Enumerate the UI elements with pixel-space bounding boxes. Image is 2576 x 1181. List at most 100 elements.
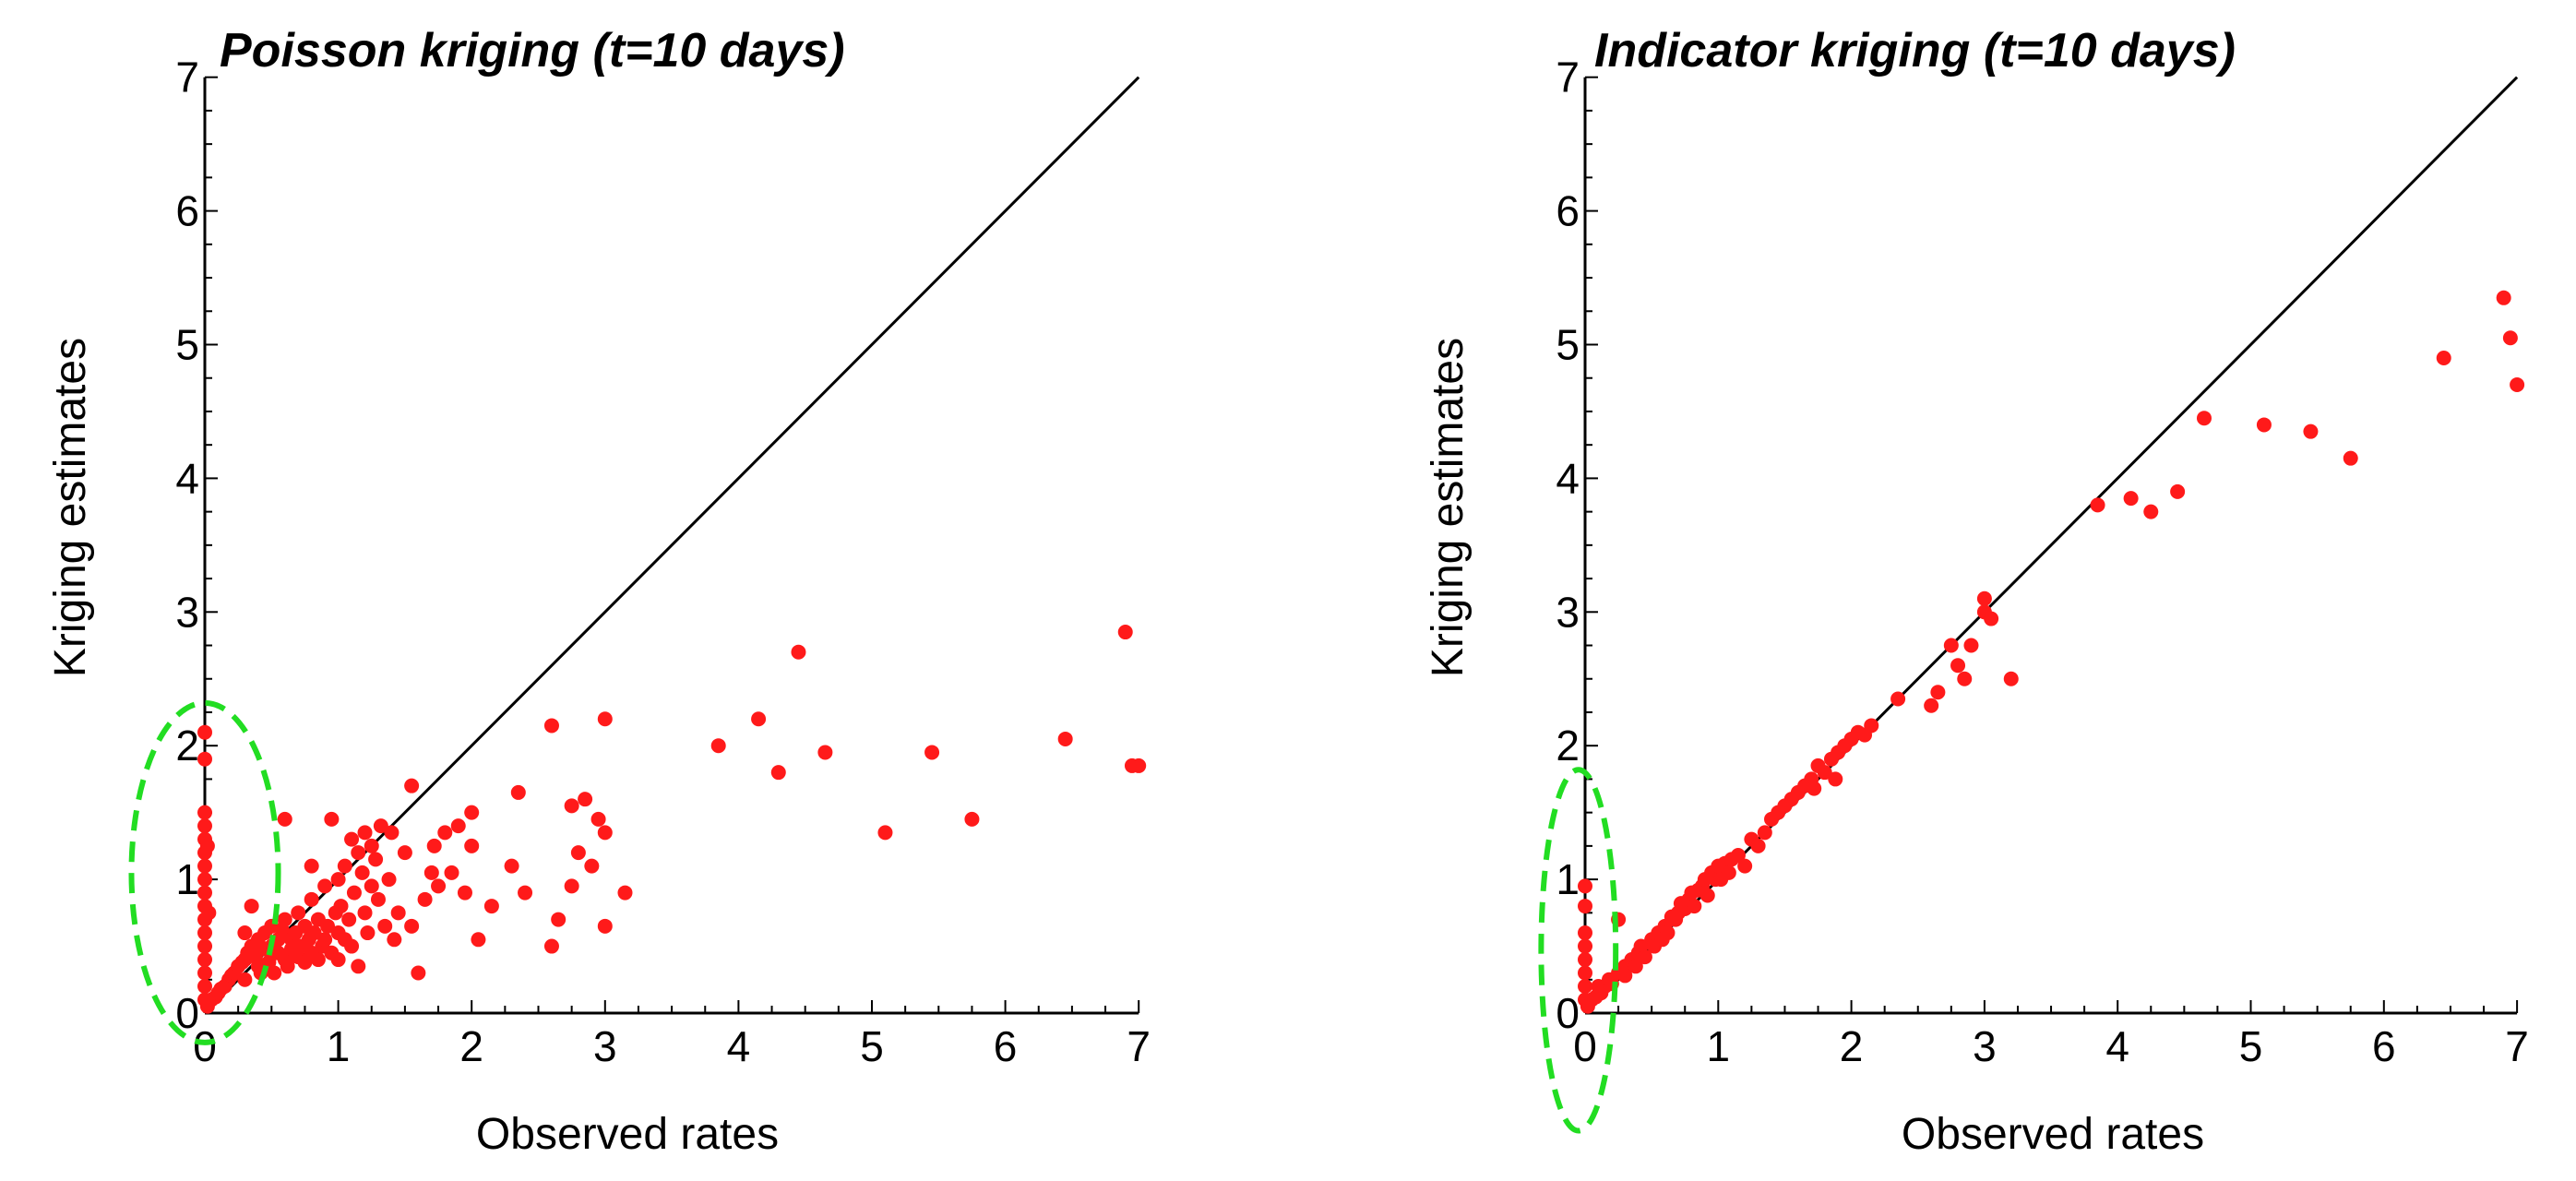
data-point bbox=[197, 979, 212, 995]
data-point bbox=[344, 831, 360, 847]
data-point bbox=[551, 912, 566, 927]
data-point bbox=[457, 885, 472, 901]
x-tick-label: 3 bbox=[1973, 1022, 1997, 1070]
x-tick-label: 6 bbox=[994, 1022, 1018, 1070]
data-point bbox=[710, 738, 726, 754]
y-tick-label: 4 bbox=[1556, 454, 1580, 502]
data-point bbox=[346, 885, 362, 901]
x-tick-label: 2 bbox=[1840, 1022, 1864, 1070]
data-point bbox=[2510, 376, 2525, 392]
data-point bbox=[2170, 483, 2186, 499]
data-point bbox=[464, 838, 480, 853]
data-point bbox=[310, 952, 326, 968]
data-point bbox=[364, 838, 379, 853]
data-point bbox=[357, 905, 373, 921]
data-point bbox=[291, 905, 306, 921]
x-tick-label: 5 bbox=[860, 1022, 884, 1070]
data-point bbox=[578, 792, 593, 807]
data-point bbox=[404, 918, 420, 934]
data-point bbox=[1578, 878, 1592, 894]
data-point bbox=[1578, 965, 1592, 981]
data-point bbox=[411, 965, 426, 981]
data-point bbox=[341, 912, 357, 927]
data-point bbox=[2256, 417, 2272, 433]
data-point bbox=[351, 959, 366, 974]
data-point bbox=[510, 784, 526, 800]
data-point bbox=[197, 885, 212, 901]
y-tick-label: 7 bbox=[175, 54, 199, 101]
data-point bbox=[277, 912, 292, 927]
data-point bbox=[504, 858, 519, 874]
data-point bbox=[2196, 411, 2212, 426]
data-point bbox=[1687, 899, 1702, 914]
data-point bbox=[2003, 671, 2019, 686]
data-point bbox=[1721, 865, 1736, 880]
data-point bbox=[337, 858, 352, 874]
data-point bbox=[1578, 979, 1592, 995]
x-tick-label: 4 bbox=[2105, 1022, 2129, 1070]
data-point bbox=[1578, 899, 1592, 914]
data-point bbox=[2090, 497, 2105, 513]
y-tick-label: 3 bbox=[1556, 588, 1580, 636]
data-point bbox=[417, 891, 433, 907]
plot-area: 0 1 2 3 4 5 6 7 0 1 2 3 4 5 6 7 bbox=[1538, 54, 2529, 1134]
panel-title: Poisson kriging (t=10 days) bbox=[220, 24, 845, 78]
y-tick-label: 6 bbox=[1556, 187, 1580, 235]
data-point bbox=[317, 932, 333, 948]
x-tick-label: 0 bbox=[1573, 1022, 1597, 1070]
data-point bbox=[518, 885, 533, 901]
data-point bbox=[431, 878, 447, 894]
data-point bbox=[1628, 959, 1643, 974]
data-point bbox=[197, 872, 212, 888]
data-point bbox=[450, 818, 466, 834]
data-point bbox=[320, 918, 336, 934]
x-tick-label: 5 bbox=[2239, 1022, 2263, 1070]
data-point bbox=[197, 724, 212, 740]
data-point bbox=[390, 905, 406, 921]
data-point bbox=[324, 811, 340, 827]
y-tick-label: 2 bbox=[1556, 722, 1580, 769]
data-point bbox=[423, 865, 439, 880]
data-point bbox=[1924, 698, 1939, 713]
data-point bbox=[483, 899, 499, 914]
data-point bbox=[564, 878, 579, 894]
panel-poisson-kriging: Poisson kriging (t=10 days) Kriging esti… bbox=[46, 24, 1151, 1159]
data-point bbox=[1890, 691, 1906, 707]
y-tick-label: 5 bbox=[1556, 321, 1580, 369]
panel-indicator-kriging: Indicator kriging (t=10 days) Kriging es… bbox=[1424, 24, 2529, 1159]
data-point bbox=[344, 938, 360, 954]
data-point bbox=[617, 885, 633, 901]
data-point bbox=[1578, 952, 1592, 968]
y-tick-label: 4 bbox=[175, 454, 199, 502]
y-axis-label: Kriging estimates bbox=[1424, 338, 1473, 677]
y-tick-label: 0 bbox=[1556, 989, 1580, 1037]
data-point bbox=[197, 818, 212, 834]
data-point bbox=[377, 918, 393, 934]
data-point bbox=[770, 765, 786, 781]
data-point bbox=[199, 838, 215, 853]
data-point bbox=[1943, 638, 1959, 653]
data-point bbox=[751, 711, 767, 727]
data-point bbox=[364, 878, 379, 894]
data-point bbox=[201, 905, 217, 921]
data-point bbox=[437, 825, 453, 841]
data-point bbox=[1730, 848, 1746, 864]
x-tick-label: 0 bbox=[193, 1022, 217, 1070]
data-point bbox=[197, 925, 212, 941]
data-point bbox=[360, 925, 376, 941]
data-point bbox=[330, 952, 346, 968]
data-point bbox=[280, 959, 295, 974]
x-tick-label: 7 bbox=[2505, 1022, 2529, 1070]
data-point bbox=[304, 891, 319, 907]
data-point bbox=[1578, 925, 1592, 941]
highlight-ellipse bbox=[1538, 767, 1619, 1134]
data-point bbox=[1117, 625, 1133, 640]
data-point bbox=[964, 811, 980, 827]
x-axis-label: Observed rates bbox=[476, 1110, 779, 1159]
data-point bbox=[543, 718, 559, 734]
data-point bbox=[387, 932, 402, 948]
data-point bbox=[584, 858, 600, 874]
data-point bbox=[197, 805, 212, 820]
data-point bbox=[197, 965, 212, 981]
data-point bbox=[1957, 671, 1973, 686]
